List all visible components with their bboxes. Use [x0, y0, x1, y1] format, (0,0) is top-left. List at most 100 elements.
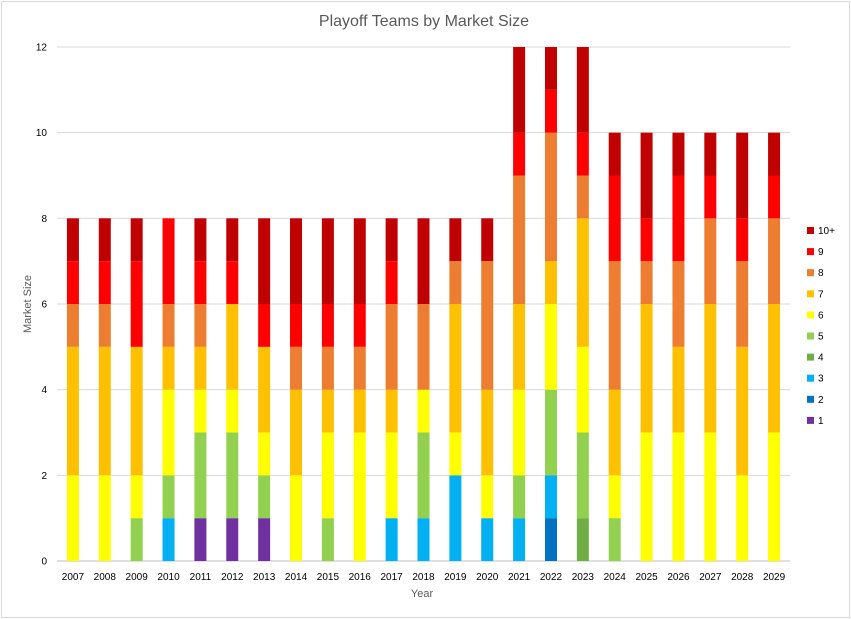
bar-segment — [226, 389, 239, 433]
bar-segment — [321, 518, 334, 561]
bar-segment — [704, 432, 717, 561]
bar-segment — [768, 175, 781, 219]
chart-title: Playoff Teams by Market Size — [319, 13, 529, 30]
bar-segment — [194, 389, 207, 433]
legend-label: 5 — [818, 332, 824, 343]
bar-segment — [66, 304, 79, 347]
legend-swatch — [807, 248, 814, 256]
bar-segment — [576, 518, 589, 561]
x-tick-label: 2010 — [157, 572, 180, 583]
x-tick-label: 2028 — [731, 572, 754, 583]
bar-segment — [385, 518, 398, 561]
legend-label: 2 — [818, 395, 824, 406]
bar-segment — [98, 304, 111, 347]
legend: 10+ 9 8 7 6 5 4 3 2 1 — [807, 226, 835, 427]
x-tick-labels: 2007 2008 2009 2010 2011 2012 2013 2014 2015 2016… — [62, 572, 786, 583]
bar-segment — [704, 304, 717, 433]
bar-segment — [194, 518, 207, 561]
legend-swatch — [807, 311, 814, 319]
bar-segment — [290, 475, 303, 561]
bar-segment — [608, 261, 621, 390]
bar-segment — [672, 132, 685, 176]
bar-segment — [449, 475, 462, 561]
x-tick-label: 2011 — [190, 572, 212, 583]
bar-segment — [576, 218, 589, 347]
legend-swatch — [807, 227, 814, 234]
bar-segment — [353, 218, 366, 304]
bar-segment — [544, 475, 557, 519]
bar-segment — [768, 432, 781, 561]
bar-segment — [66, 475, 79, 561]
y-axis-title: Market Size — [22, 275, 34, 333]
bar-segment — [226, 261, 239, 304]
bar-segment — [481, 218, 494, 262]
bar-segment — [385, 218, 398, 262]
bar-segment — [130, 218, 143, 262]
y-tick-labels: 0 2 4 6 8 10 12 — [36, 43, 48, 568]
bar-segment — [130, 346, 143, 476]
x-tick-label: 2019 — [444, 572, 467, 583]
bar-segment — [417, 432, 430, 519]
x-tick-label: 2016 — [349, 572, 372, 583]
bar-segment — [258, 432, 271, 476]
bar-segment — [162, 518, 175, 561]
legend-swatch — [807, 353, 814, 361]
legend-swatch — [807, 269, 814, 277]
bar-segment — [481, 475, 494, 519]
bar-segment — [768, 218, 781, 304]
bar-segment — [98, 218, 111, 262]
x-tick-label: 2017 — [381, 572, 404, 583]
bar-segment — [544, 47, 557, 90]
bar-segment — [290, 218, 303, 304]
legend-label: 8 — [818, 268, 824, 279]
bar-segment — [481, 261, 494, 390]
bar-segment — [353, 389, 366, 433]
y-tick-label: 4 — [41, 385, 47, 396]
bar-segment — [353, 432, 366, 561]
bar-segment — [768, 304, 781, 433]
bar-segment — [162, 475, 175, 519]
bar-segment — [576, 132, 589, 176]
bar-segment — [353, 346, 366, 390]
y-tick-label: 12 — [36, 43, 48, 54]
legend-label: 4 — [818, 353, 824, 364]
bar-segment — [258, 304, 271, 347]
bar-segment — [290, 389, 303, 476]
bar-segment — [321, 389, 334, 433]
x-tick-label: 2027 — [699, 572, 722, 583]
y-tick-label: 8 — [41, 214, 47, 225]
bar-segment — [513, 389, 526, 476]
bar-segment — [513, 304, 526, 390]
x-tick-label: 2022 — [540, 572, 563, 583]
bar-segment — [162, 218, 175, 304]
bar-segment — [481, 389, 494, 476]
bar-segment — [162, 389, 175, 476]
bar-segment — [576, 346, 589, 433]
bar-segment — [672, 175, 685, 262]
bar-segment — [417, 518, 430, 561]
bar-segment — [194, 261, 207, 304]
y-tick-label: 0 — [41, 557, 47, 568]
x-tick-label: 2015 — [317, 572, 340, 583]
bar-segment — [704, 175, 717, 219]
bar-segment — [449, 432, 462, 476]
bar-segment — [736, 261, 749, 347]
bar-segment — [385, 261, 398, 304]
bar-segment — [768, 132, 781, 176]
bar-segment — [385, 432, 398, 519]
bar-segment — [481, 518, 494, 561]
legend-label: 3 — [818, 374, 824, 385]
y-tick-label: 10 — [36, 128, 48, 139]
bar-segment — [226, 304, 239, 390]
bar-segment — [385, 389, 398, 433]
legend-swatch — [807, 395, 814, 403]
x-tick-label: 2008 — [94, 572, 117, 583]
x-tick-label: 2013 — [253, 572, 276, 583]
legend-label: 7 — [818, 289, 824, 300]
bar-segment — [513, 518, 526, 561]
legend-label: 10+ — [818, 226, 835, 237]
bar-segment — [736, 475, 749, 561]
x-tick-label: 2021 — [508, 572, 531, 583]
bar-segment — [704, 218, 717, 304]
bar-segment — [417, 218, 430, 304]
